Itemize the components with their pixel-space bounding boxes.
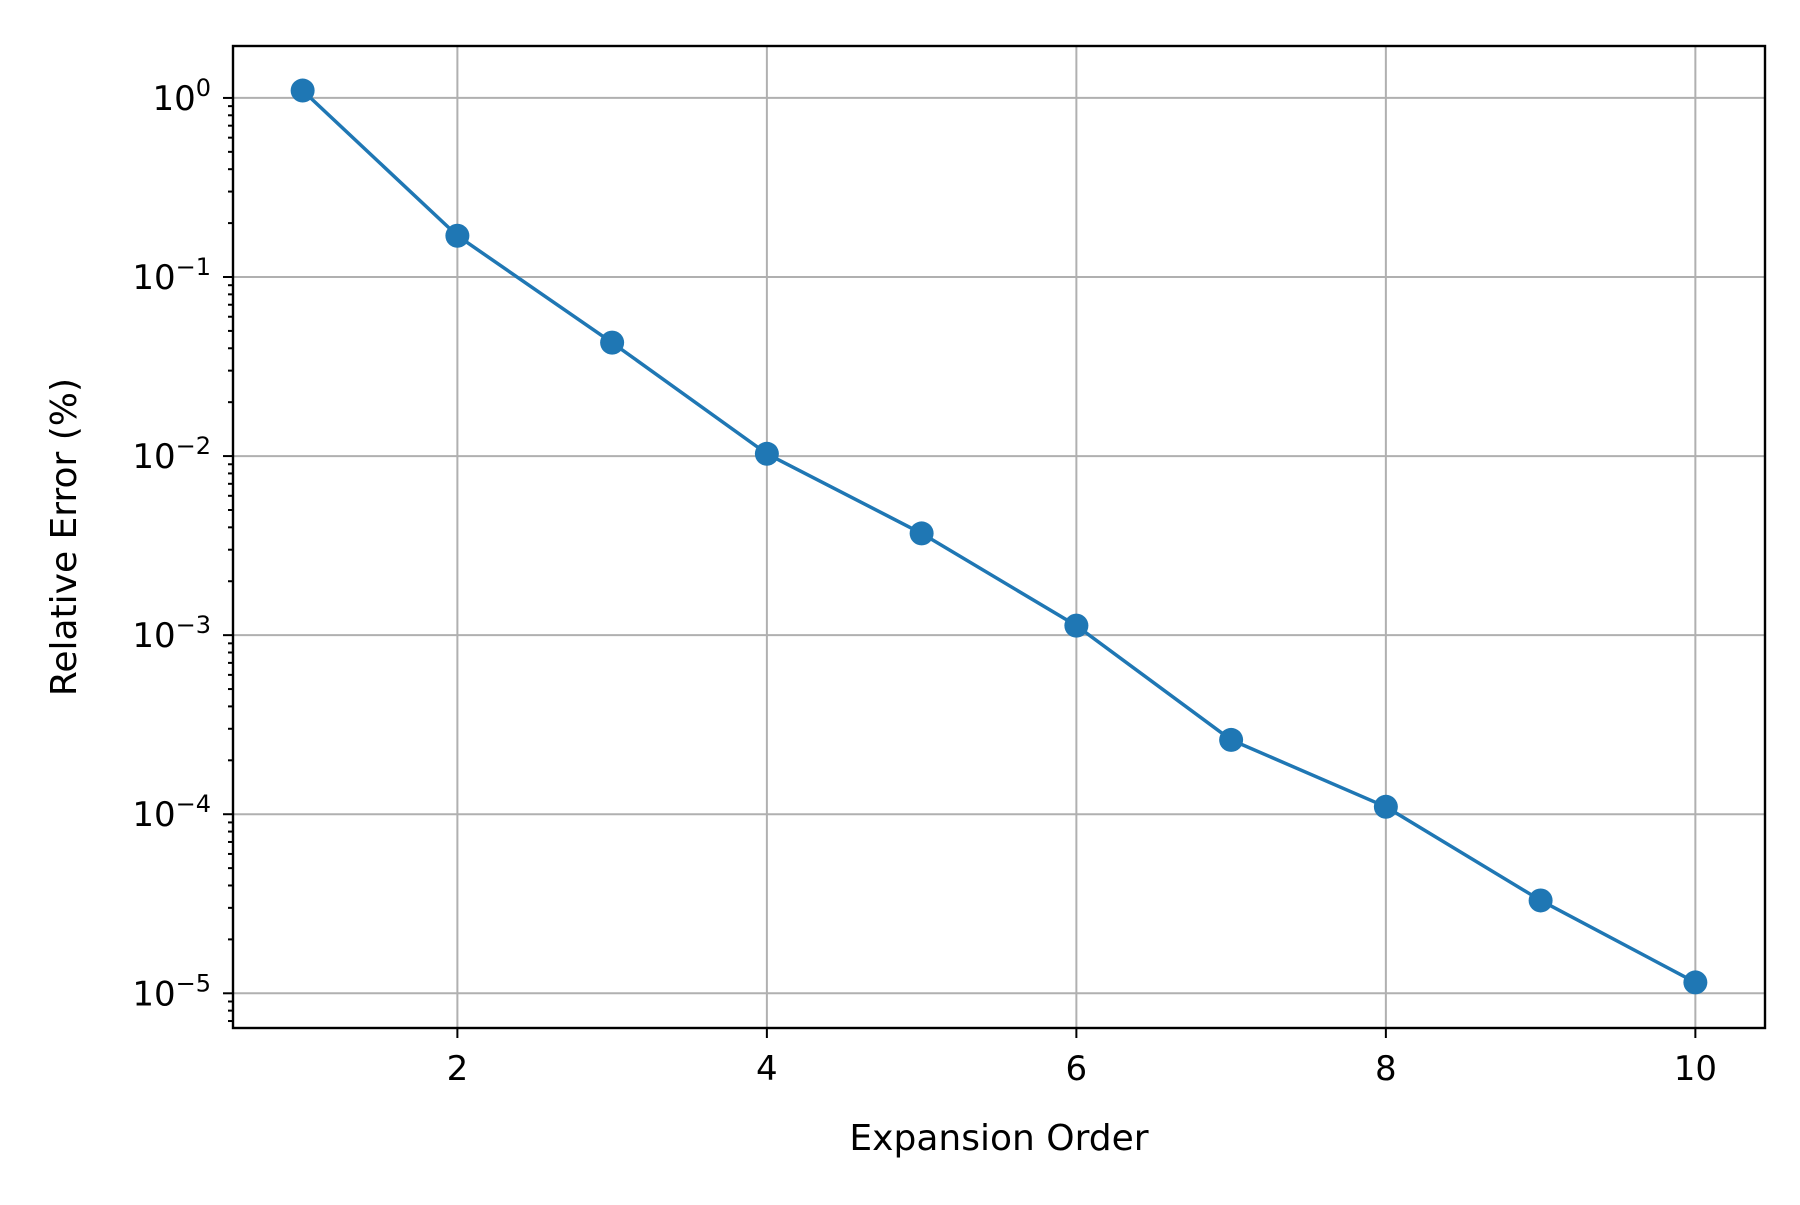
plot-frame bbox=[231, 44, 1767, 1030]
grid bbox=[233, 46, 1765, 1028]
data-point bbox=[1219, 727, 1244, 752]
x-tick-label: 8 bbox=[1375, 1049, 1397, 1089]
y-tick-label: 10−1 bbox=[132, 253, 211, 298]
data-point bbox=[1683, 970, 1708, 995]
data-point bbox=[445, 223, 470, 248]
y-axis-label: Relative Error (%) bbox=[44, 378, 85, 696]
data-point bbox=[754, 441, 779, 466]
y-tick-label: 10−4 bbox=[132, 790, 211, 835]
y-tick-label: 10−2 bbox=[132, 432, 211, 477]
x-tick-label: 4 bbox=[756, 1049, 778, 1089]
data-point bbox=[909, 521, 934, 546]
data-point bbox=[290, 78, 315, 103]
series-group bbox=[290, 78, 1708, 995]
axis-ticks: 2 4 6 8 10 100 10−1 10−2 10−3 10−4 10−5 bbox=[132, 74, 1717, 1089]
data-point bbox=[1064, 613, 1089, 638]
data-point bbox=[1528, 888, 1553, 913]
y-tick-label: 100 bbox=[152, 74, 211, 119]
x-axis-label: Expansion Order bbox=[849, 1118, 1148, 1159]
y-tick-label: 10−3 bbox=[132, 611, 211, 656]
x-tick-label: 6 bbox=[1066, 1049, 1088, 1089]
data-point bbox=[600, 330, 625, 355]
series-line bbox=[301, 89, 1697, 984]
x-tick-label: 2 bbox=[447, 1049, 469, 1089]
data-point bbox=[1373, 794, 1398, 819]
y-tick-label: 10−5 bbox=[132, 969, 211, 1014]
x-tick-label: 10 bbox=[1674, 1049, 1717, 1089]
